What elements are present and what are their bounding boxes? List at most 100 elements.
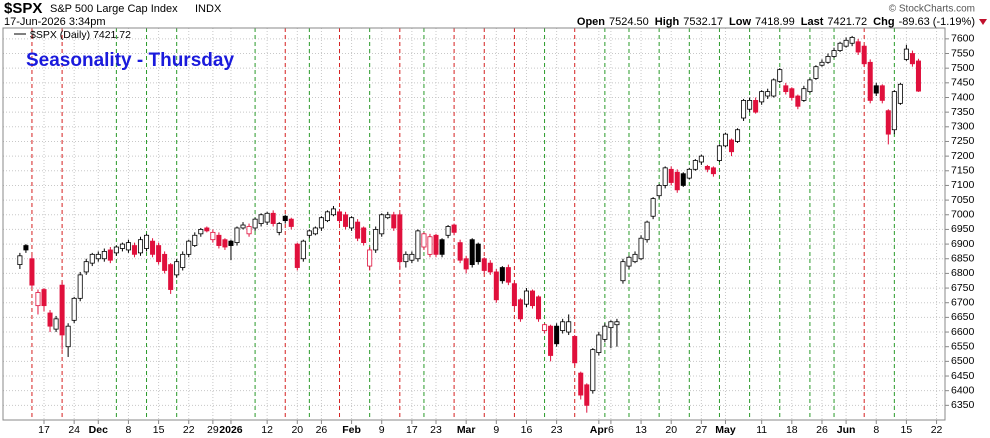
y-tick-label: 7050 — [951, 194, 975, 206]
candle-body — [270, 212, 276, 224]
timestamp: 17-Jun-2026 3:34pm — [4, 16, 106, 28]
candle-body — [861, 45, 867, 65]
y-tick-label: 6800 — [951, 267, 975, 279]
candle-body — [548, 325, 554, 356]
x-tick-label: 26 — [816, 424, 828, 436]
x-tick-label: 9 — [379, 424, 385, 436]
candle-body — [511, 283, 517, 307]
candle-body — [240, 224, 246, 229]
y-tick-label: 6900 — [951, 238, 975, 250]
candle-body — [119, 243, 125, 249]
x-tick-label: Jun — [837, 424, 856, 436]
candle-body — [602, 325, 608, 340]
x-tick-label: 13 — [635, 424, 647, 436]
candle-body — [131, 245, 137, 255]
quote: Open 7524.50 High 7532.17 Low 7418.99 Last 7421… — [577, 16, 975, 28]
candle-body — [137, 239, 144, 254]
candle-body — [729, 139, 735, 153]
y-tick-label: 7200 — [951, 150, 975, 162]
candle-body — [264, 212, 270, 223]
candle-body — [620, 261, 626, 282]
candle-body — [614, 321, 620, 326]
x-tick-label: 2026 — [219, 424, 243, 436]
candle-body — [656, 185, 662, 197]
credit: © StockCharts.com — [889, 4, 975, 15]
candle-body — [505, 267, 511, 283]
candle-body — [355, 221, 361, 239]
candle-body — [17, 255, 23, 266]
plot-area — [3, 28, 945, 420]
candle-body — [65, 325, 71, 348]
candle-body — [445, 226, 451, 236]
y-tick-label: 6350 — [951, 399, 975, 411]
candle-body — [59, 284, 65, 336]
candle-body — [554, 325, 560, 345]
candle-body — [89, 253, 95, 264]
candle-body — [638, 237, 644, 260]
quote-value: 7421.72 — [827, 16, 867, 28]
candle-body — [337, 211, 343, 222]
candle-body — [451, 224, 457, 233]
candle-body — [379, 214, 385, 235]
candle-body — [210, 231, 216, 241]
y-tick-label: 7250 — [951, 135, 975, 147]
candle-body — [716, 145, 722, 161]
y-tick-label: 6950 — [951, 223, 975, 235]
y-tick-label: 6500 — [951, 355, 975, 367]
x-tick-label: 9 — [493, 424, 499, 436]
candle-body — [397, 214, 403, 263]
candle-body — [837, 42, 843, 51]
candle-body — [542, 324, 548, 331]
quote-label: High — [655, 16, 680, 28]
candle-body — [891, 91, 897, 131]
candle-body — [168, 264, 174, 290]
candle-body — [572, 336, 578, 364]
candle-body — [53, 318, 59, 330]
candle-body — [324, 211, 330, 222]
candle-body — [252, 218, 258, 229]
candle-body — [536, 296, 542, 320]
candle-body — [722, 133, 728, 147]
y-tick-label: 7150 — [951, 165, 975, 177]
candle-body — [680, 173, 686, 186]
candle-body — [493, 271, 499, 301]
candle-body — [626, 256, 632, 267]
x-tick-label: 17 — [38, 424, 50, 436]
candle-body — [517, 299, 523, 320]
candle-body — [897, 83, 903, 104]
candle-body — [180, 253, 186, 268]
candle-body — [246, 226, 252, 235]
plot-frame — [2, 27, 946, 421]
candle-body — [789, 88, 795, 98]
candle-body — [650, 198, 656, 217]
candle-body — [608, 321, 614, 329]
candle-body — [662, 167, 668, 186]
candle-body — [499, 267, 505, 282]
y-tick-label: 7350 — [951, 106, 975, 118]
candle-body — [204, 227, 210, 232]
candle-body — [710, 167, 716, 175]
x-tick-label: Dec — [89, 424, 108, 436]
candle-body — [741, 100, 747, 119]
candle-body — [704, 165, 710, 170]
candle-body — [77, 274, 83, 299]
candle-body — [330, 208, 336, 216]
x-tick-label: Apr — [590, 424, 608, 436]
candle-body — [95, 253, 101, 260]
y-tick-label: 7500 — [951, 62, 975, 74]
candle-body — [198, 229, 204, 235]
exchange: INDX — [195, 3, 222, 15]
candle-body — [107, 249, 113, 261]
candle-body — [855, 41, 861, 53]
candle-body — [529, 290, 536, 307]
candle-body — [819, 61, 825, 66]
candle-body — [294, 243, 300, 268]
candle-body — [318, 217, 324, 229]
candle-body — [783, 85, 789, 93]
candle-body — [403, 253, 409, 263]
candle-body — [759, 91, 765, 103]
y-tick-label: 6650 — [951, 311, 975, 323]
candle-body — [668, 168, 674, 183]
candle-body — [234, 227, 240, 244]
